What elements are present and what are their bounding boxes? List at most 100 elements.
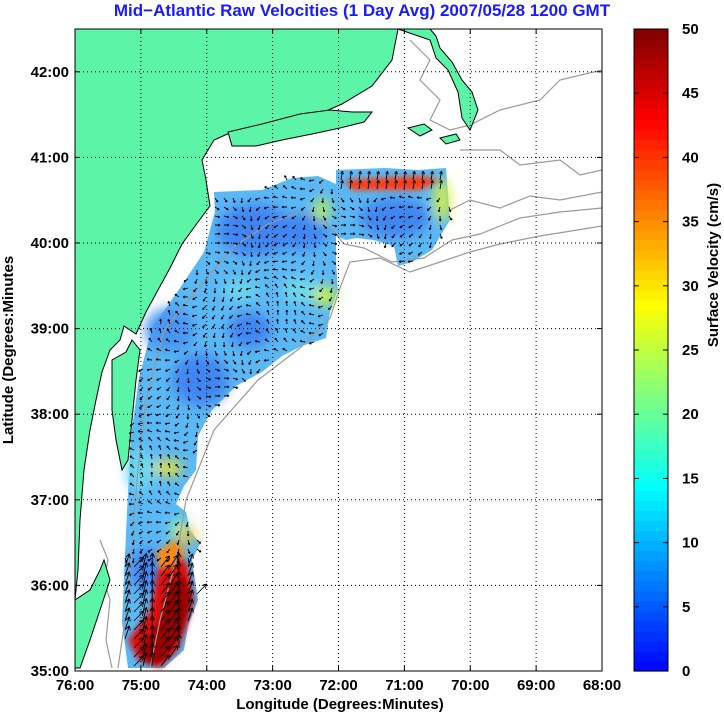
colorbar-band: [634, 339, 668, 351]
colorbar-band: [634, 420, 668, 431]
colorbar-band: [634, 239, 668, 251]
slow-region: [145, 308, 195, 352]
velocity-field-base: [122, 168, 450, 668]
colorbar-band: [634, 460, 668, 471]
colorbar-band: [634, 219, 668, 231]
colorbar-tick-label: 25: [682, 342, 699, 359]
colorbar-tick-label: 0: [682, 663, 690, 680]
fast-region: [434, 178, 450, 222]
colorbar-band: [634, 450, 668, 461]
colorbar-band: [634, 89, 668, 100]
plot-area: 76:00 75:00 74:00 73:00 72:00 71:00 70:00 69:00…: [31, 28, 621, 694]
colorbar-band: [634, 109, 668, 120]
colorbar-band: [634, 269, 668, 281]
colorbar-band: [634, 39, 668, 50]
bathymetry-line: [409, 39, 602, 131]
colorbar-band: [634, 299, 668, 311]
colorbar-band: [634, 610, 668, 622]
slow-region: [272, 214, 328, 250]
fast-region: [314, 198, 330, 222]
colorbar-label: Surface Velocity (cm/s): [705, 183, 722, 347]
colorbar-band: [634, 159, 668, 171]
colorbar-band: [634, 209, 668, 221]
colorbar-band: [634, 540, 668, 552]
bathymetry-line: [149, 225, 602, 669]
y-tick-label: 35:00: [31, 663, 69, 680]
colorbar-band: [634, 179, 668, 191]
y-tick-labels: 35:00 36:00 37:00 38:00 39:00 40:00 41:00 42:00: [31, 64, 69, 680]
colorbar-band: [634, 530, 668, 542]
colorbar-band: [634, 169, 668, 181]
x-tick-label: 75:00: [122, 677, 160, 694]
colorbar-band: [634, 279, 668, 291]
x-tick-label: 72:00: [319, 677, 357, 694]
velocity-arrow-set: [124, 170, 453, 667]
x-tick-label: 76:00: [56, 677, 94, 694]
bathymetry-line: [117, 207, 602, 669]
velocity-arrows: [124, 170, 453, 667]
x-tick-label: 69:00: [517, 677, 555, 694]
colorbar-band: [634, 470, 668, 482]
colorbar-tick-label: 5: [682, 599, 690, 616]
colorbar-band: [634, 319, 668, 331]
martha-vineyard: [406, 123, 433, 137]
bathymetry-contours: [99, 39, 602, 669]
colorbar-band: [634, 139, 668, 150]
colorbar-tick-label: 20: [682, 406, 699, 423]
bathymetry-line: [449, 191, 602, 211]
colorbar-band: [634, 29, 668, 40]
colorbar-band: [634, 360, 668, 371]
colorbar-band: [634, 440, 668, 451]
land-mass: [75, 29, 479, 669]
colorbar-band: [634, 660, 668, 672]
colorbar-band: [634, 289, 668, 301]
x-tick-label: 74:00: [188, 677, 226, 694]
colorbar-band: [634, 510, 668, 522]
colorbar-band: [634, 149, 668, 161]
y-tick-label: 39:00: [31, 321, 69, 338]
colorbar-tick-label: 15: [682, 470, 699, 487]
delmarva: [111, 339, 141, 472]
y-tick-label: 38:00: [31, 406, 69, 423]
x-tick-label: 71:00: [385, 677, 423, 694]
colorbar-band: [634, 500, 668, 512]
colorbar-tick-label: 35: [682, 214, 699, 231]
colorbar-band: [634, 79, 668, 90]
colorbar-tick-label: 50: [682, 21, 699, 38]
colorbar-band: [634, 430, 668, 441]
plot-frame: [74, 28, 603, 672]
medium-region: [126, 448, 154, 492]
colorbar-band: [634, 259, 668, 271]
y-axis-label: Latitude (Degrees:Minutes: [0, 256, 17, 444]
colorbar-band: [634, 650, 668, 662]
x-tick-label: 73:00: [253, 677, 291, 694]
outer-banks: [75, 558, 111, 669]
colorbar-band: [634, 229, 668, 241]
colorbar-band: [634, 199, 668, 211]
x-tick-labels: 76:00 75:00 74:00 73:00 72:00 71:00 70:00 69:00…: [56, 677, 621, 694]
colorbar-band: [634, 69, 668, 80]
colorbar-band: [634, 560, 668, 572]
long-island: [227, 109, 374, 147]
colorbar-band: [634, 590, 668, 602]
colorbar-band: [634, 640, 668, 652]
colorbar-tick-labels: 0 5 10 15 20 25 30 35 40 45 50: [634, 21, 699, 680]
colorbar-band: [634, 600, 668, 612]
colorbar-band: [634, 49, 668, 60]
colorbar-band: [634, 350, 668, 361]
colorbar-band: [634, 400, 668, 411]
y-tick-label: 41:00: [31, 149, 69, 166]
colorbar-band: [634, 249, 668, 261]
y-tick-label: 36:00: [31, 577, 69, 594]
y-tick-label: 40:00: [31, 235, 69, 252]
colorbar-band: [634, 370, 668, 381]
colorbar-band: [634, 380, 668, 391]
slow-region: [228, 312, 272, 348]
colorbar-band: [634, 580, 668, 592]
colorbar-band: [634, 410, 668, 421]
colorbar-band: [634, 570, 668, 582]
y-tick-label: 42:00: [31, 64, 69, 81]
x-axis-label: Longitude (Degrees:Minutes): [236, 696, 444, 713]
colorbar-tick-label: 45: [682, 85, 699, 102]
